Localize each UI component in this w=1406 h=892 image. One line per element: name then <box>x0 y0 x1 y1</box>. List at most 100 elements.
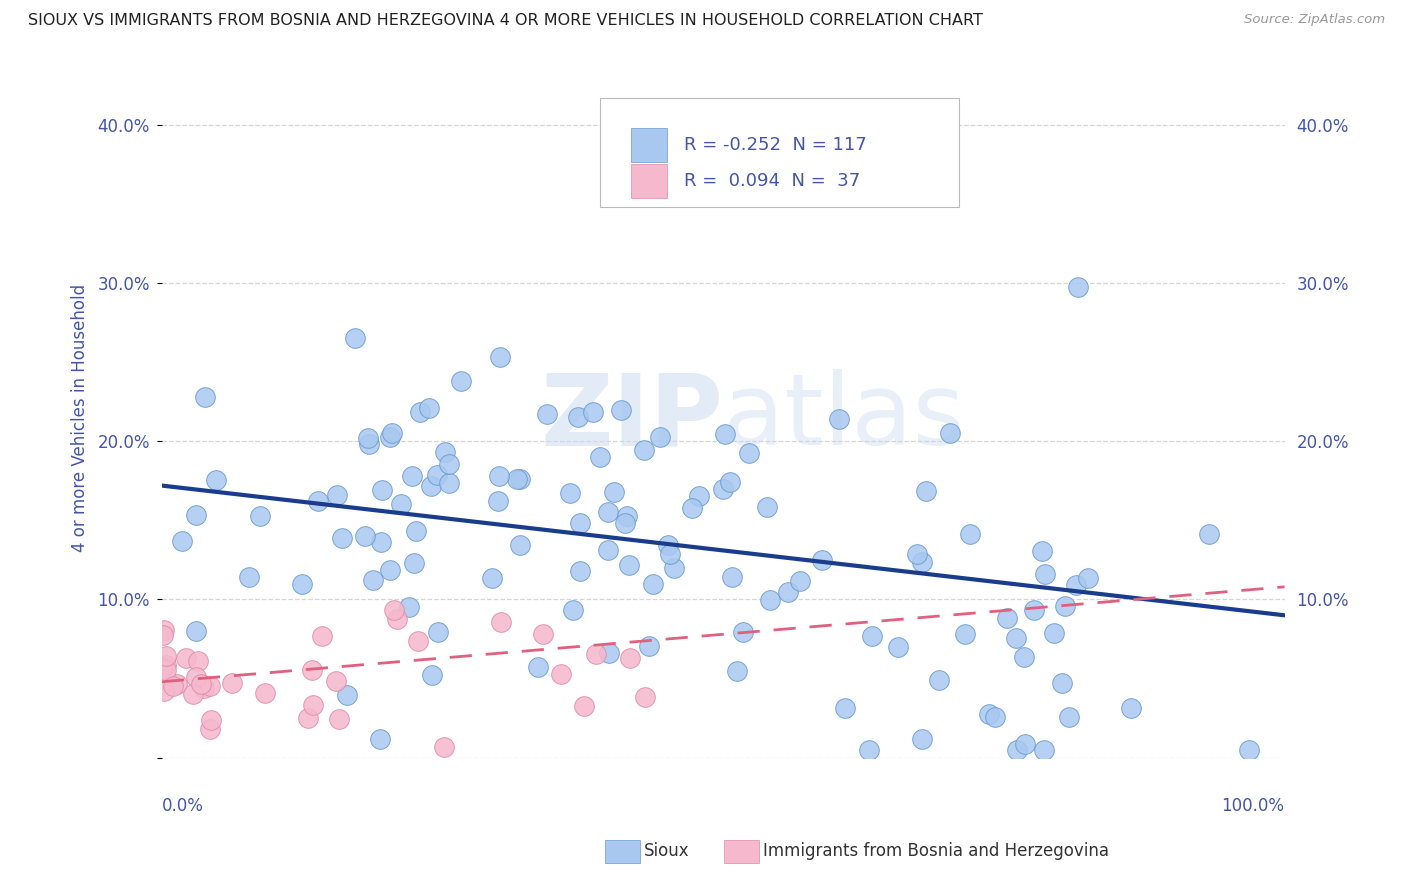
Point <box>398 599 420 614</box>
Point <box>153 683 176 698</box>
Point <box>721 570 744 584</box>
Point <box>860 629 883 643</box>
Point <box>914 484 936 499</box>
Point <box>450 374 472 388</box>
Point <box>489 351 512 365</box>
Point <box>569 564 592 578</box>
Text: Sioux: Sioux <box>644 842 689 860</box>
Point <box>328 712 350 726</box>
Point <box>550 666 572 681</box>
Point <box>681 500 703 515</box>
Point <box>354 529 377 543</box>
Point <box>536 407 558 421</box>
Point <box>911 731 934 746</box>
Point <box>170 534 193 549</box>
Text: 0.0%: 0.0% <box>162 797 204 814</box>
Point <box>382 603 405 617</box>
Point <box>602 485 624 500</box>
Point <box>176 651 198 665</box>
Point <box>153 623 176 637</box>
Point <box>609 403 631 417</box>
Point <box>616 509 638 524</box>
FancyBboxPatch shape <box>600 98 959 207</box>
Point <box>155 663 177 677</box>
Point <box>1057 710 1080 724</box>
Point <box>1064 578 1087 592</box>
Point <box>585 647 607 661</box>
Point <box>995 611 1018 625</box>
Point <box>1033 743 1056 757</box>
Point <box>688 489 710 503</box>
Point <box>596 543 619 558</box>
Text: Source: ZipAtlas.com: Source: ZipAtlas.com <box>1244 13 1385 27</box>
Point <box>301 663 323 677</box>
Point <box>1042 625 1064 640</box>
Point <box>977 707 1000 722</box>
Point <box>758 593 780 607</box>
Point <box>509 538 531 552</box>
Point <box>714 427 737 442</box>
Y-axis label: 4 or more Vehicles in Household: 4 or more Vehicles in Household <box>72 284 89 551</box>
Point <box>418 401 440 415</box>
Point <box>720 475 742 489</box>
Point <box>433 740 456 755</box>
Text: ZIP: ZIP <box>540 369 723 466</box>
Point <box>527 660 550 674</box>
Point <box>658 547 681 561</box>
Point <box>368 732 391 747</box>
Point <box>481 571 503 585</box>
Point <box>205 473 228 487</box>
Point <box>486 494 509 508</box>
Point <box>939 425 962 440</box>
Point <box>194 390 217 404</box>
Point <box>1014 737 1036 751</box>
Point <box>858 743 880 757</box>
Point <box>419 478 441 492</box>
Point <box>953 626 976 640</box>
Point <box>1119 701 1142 715</box>
Point <box>619 651 641 665</box>
Point <box>181 686 204 700</box>
Point <box>1067 280 1090 294</box>
Point <box>648 430 671 444</box>
Point <box>569 516 592 530</box>
Point <box>1004 631 1026 645</box>
Point <box>1012 650 1035 665</box>
Text: atlas: atlas <box>723 369 965 466</box>
Point <box>326 488 349 502</box>
Point <box>155 648 177 663</box>
Point <box>959 527 981 541</box>
Point <box>150 661 173 675</box>
Point <box>506 472 529 486</box>
Point <box>756 500 779 514</box>
Point <box>1053 599 1076 614</box>
Point <box>371 483 394 497</box>
Point <box>1237 743 1260 757</box>
Point <box>638 639 661 653</box>
Point <box>928 673 950 687</box>
Point <box>567 409 589 424</box>
Point <box>190 677 212 691</box>
Point <box>634 690 657 704</box>
Point <box>1198 527 1220 541</box>
Point <box>562 603 585 617</box>
Point <box>357 431 380 445</box>
Point <box>582 405 605 419</box>
Point <box>330 531 353 545</box>
Point <box>641 577 664 591</box>
Point <box>152 628 174 642</box>
Point <box>589 450 612 465</box>
Point <box>1005 743 1028 757</box>
Point <box>711 482 734 496</box>
Point <box>984 710 1007 724</box>
Point <box>402 556 425 570</box>
Point <box>221 676 243 690</box>
Bar <box>631 164 666 198</box>
Point <box>596 504 619 518</box>
Point <box>489 615 512 630</box>
Point <box>408 405 430 419</box>
Point <box>408 634 430 648</box>
Point <box>193 681 215 695</box>
Point <box>291 577 314 591</box>
Point <box>905 547 928 561</box>
